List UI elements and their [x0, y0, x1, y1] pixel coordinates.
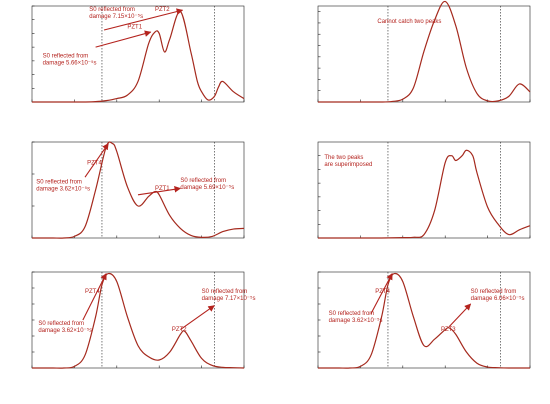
annotation-line: damage 3.62×10⁻⁵s: [36, 186, 90, 193]
annotation-line: damage 7.17×10⁻⁵s: [202, 295, 256, 302]
annotation-text: S0 reflected from damage 6.06×10⁻⁵s: [471, 289, 525, 302]
annotation-line: S0 reflected from: [43, 53, 89, 59]
annotation-line: S0 reflected from: [36, 180, 82, 186]
annotation-line: S0 reflected from: [89, 7, 135, 13]
plot-frame: [317, 141, 531, 239]
plot-frame: [317, 5, 531, 103]
annotation-text: PZT1: [155, 186, 170, 192]
annotation-text: Cannot catch two peaks: [377, 19, 441, 25]
annotation-arrow: [137, 186, 182, 196]
annotation-line: S0 reflected from: [329, 311, 375, 317]
annotation-text: S0 reflected from damage 7.15×10⁻⁵s: [89, 7, 143, 20]
panel-b: Cannot catch two peaks: [317, 0, 531, 103]
plot-frame: [31, 141, 245, 239]
annotation-arrow: [82, 273, 107, 321]
annotation-line: damage 5.69×10⁻⁵s: [180, 184, 234, 191]
annotation-line: S0 reflected from: [471, 289, 517, 295]
annotation-text: PZT4: [85, 289, 100, 295]
annotation-arrow: [103, 8, 184, 31]
series-line: [31, 141, 245, 239]
annotation-arrow: [180, 305, 215, 331]
annotation-text: S0 reflected from damage 3.62×10⁻⁵s: [36, 180, 90, 193]
plot-frame: [31, 5, 245, 103]
annotation-line: damage 3.62×10⁻⁵s: [38, 327, 92, 334]
annotation-text: S0 reflected from damage 7.17×10⁻⁵s: [202, 289, 256, 302]
annotation-text: S0 reflected from damage 3.62×10⁻⁵s: [329, 311, 383, 324]
annotation-arrow: [370, 273, 393, 314]
annotation-arrow: [84, 143, 109, 178]
annotation-text: PZT1: [127, 25, 142, 31]
annotation-line: damage 7.15×10⁻⁵s: [89, 13, 143, 20]
series-line: [32, 10, 245, 103]
annotation-line: S0 reflected from: [180, 178, 226, 184]
series-line: [317, 149, 531, 239]
annotation-text: S0 reflected from damage 5.69×10⁻⁵s: [180, 178, 234, 191]
annotation-text: S0 reflected from damage 3.62×10⁻⁵s: [38, 321, 92, 334]
panel-d: The two peaks are superimposed: [317, 141, 531, 239]
series-line: [318, 272, 530, 369]
annotation-line: The two peaks: [324, 155, 363, 161]
series-line: [32, 272, 245, 369]
annotation-line: damage 5.66×10⁻⁵s: [43, 59, 97, 66]
annotation-line: S0 reflected from: [202, 289, 248, 295]
annotation-text: The two peaks are superimposed: [324, 155, 372, 168]
annotation-text: S0 reflected from damage 5.66×10⁻⁵s: [43, 53, 97, 66]
annotation-arrow: [449, 303, 472, 327]
annotation-line: damage 6.06×10⁻⁵s: [471, 295, 525, 302]
annotation-text: PZT4: [375, 289, 390, 295]
series-line: [318, 0, 531, 103]
annotation-text: PZT2: [172, 327, 187, 333]
annotation-arrow: [95, 30, 152, 48]
annotation-line: S0 reflected from: [38, 321, 84, 327]
annotation-text: PZT3: [441, 327, 456, 333]
annotation-text: PZT4: [87, 160, 102, 166]
annotation-line: damage 3.62×10⁻⁵s: [329, 317, 383, 324]
annotation-text: PZT2: [155, 7, 170, 13]
annotation-line: are superimposed: [324, 162, 372, 168]
